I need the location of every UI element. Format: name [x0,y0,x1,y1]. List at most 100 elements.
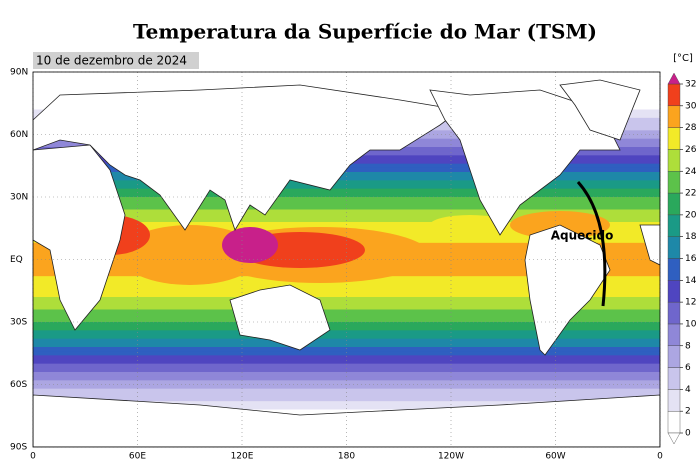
sst-band [33,284,660,290]
colorbar-segment [667,258,681,281]
sst-band [33,176,660,181]
colorbar-segment [667,149,681,172]
sst-band [33,288,660,294]
colorbar-segment [667,389,681,412]
colorbar-segment [667,192,681,216]
sst-band [33,401,660,406]
sst-band [33,205,660,210]
sst-band [33,342,660,348]
sst-band [33,72,660,77]
sst-band [33,305,660,310]
sst-band [33,376,660,381]
sst-band [33,380,660,385]
date-box [33,52,199,69]
colorbar-segment [667,280,681,303]
sst-band [33,388,660,394]
colorbar-tick-label: 26 [685,145,697,155]
colorbar-segment [667,236,681,259]
sst-band [33,172,660,177]
x-tick-label: 180 [338,452,355,462]
colorbar-tick-label: 16 [685,254,697,264]
colorbar-tick-label: 10 [685,319,697,329]
colorbar-segment [667,127,681,150]
colorbar-tick-label: 20 [685,210,697,220]
sst-band [33,301,660,306]
warm-pools [70,211,610,285]
sst-band [33,180,660,185]
colorbar-tick-label: 0 [685,429,691,439]
colorbar-segment [667,214,681,237]
colorbar-tick-label: 8 [685,341,691,351]
colorbar-segment [667,367,681,390]
sst-band [33,309,660,315]
colorbar-tick-label: 28 [685,123,697,133]
colorbar-tick-label: 14 [685,276,697,286]
sst-band [33,76,660,81]
colorbar-tick-label: 32 [685,80,696,90]
colorbar-tick-label: 6 [685,363,691,373]
sst-band [33,84,660,90]
map-frame [32,71,661,448]
y-tick-label: 60S [10,380,27,390]
title: Temperatura da Superfície do Mar (TSM) [133,20,597,44]
sst-band [33,359,660,365]
sst-band [33,80,660,85]
sst-band [33,167,660,173]
sst-band [33,184,660,190]
sst-band [33,351,660,356]
colorbar-extend-low [667,432,681,445]
sst-band [33,188,660,194]
sst-band [33,192,660,198]
colorbar-tick-label: 12 [685,298,696,308]
sst-band [33,197,660,202]
sst-band [33,280,660,285]
colorbar-segment [667,345,681,368]
colorbar-unit: [°C] [673,53,693,64]
sst-band [33,392,660,398]
sst-band [33,347,660,352]
colorbar-tick-label: 2 [685,407,691,417]
sst-band [33,397,660,402]
x-tick-label: 0 [30,452,36,462]
sst-band [33,201,660,206]
y-tick-label: EQ [10,255,23,265]
sst-band [33,367,660,373]
sst-band [33,384,660,390]
sst-band [33,88,660,94]
date: 10 de dezembro de 2024 [36,54,187,68]
sst-band [33,209,660,215]
y-tick-label: 30S [10,318,27,328]
sst-band [33,297,660,302]
colorbar-segment [667,171,681,194]
colorbar-segment [667,410,681,434]
colorbar-tick-label: 24 [685,167,697,177]
colorbar-segment [667,105,681,128]
sst-band [33,372,660,377]
colorbar-tick-label: 30 [685,101,697,111]
colorbar-extend-high [667,72,681,85]
y-tick-label: 90S [10,443,27,453]
y-tick-label: 90N [10,68,28,78]
sst-band [33,355,660,360]
x-tick-label: 0 [657,452,663,462]
colorbar-tick-label: 4 [685,385,691,395]
sst-band [33,405,660,410]
x-tick-label: 120E [231,452,254,462]
annotation: Aquecido [551,229,614,243]
colorbar-tick-label: 22 [685,189,696,199]
colorbar-segment [667,83,681,107]
x-tick-label: 60W [545,452,565,462]
annotation-arrow [576,181,607,307]
sst-band [33,409,660,415]
x-tick-label: 60E [129,452,146,462]
sst-band [33,292,660,298]
colorbar-tick-label: 18 [685,232,697,242]
x-tick-label: 120W [438,452,464,462]
y-tick-label: 60N [10,130,28,140]
colorbar-segment [667,323,681,346]
sst-band [33,363,660,369]
colorbar-segment [667,301,681,325]
y-tick-label: 30N [10,193,28,203]
